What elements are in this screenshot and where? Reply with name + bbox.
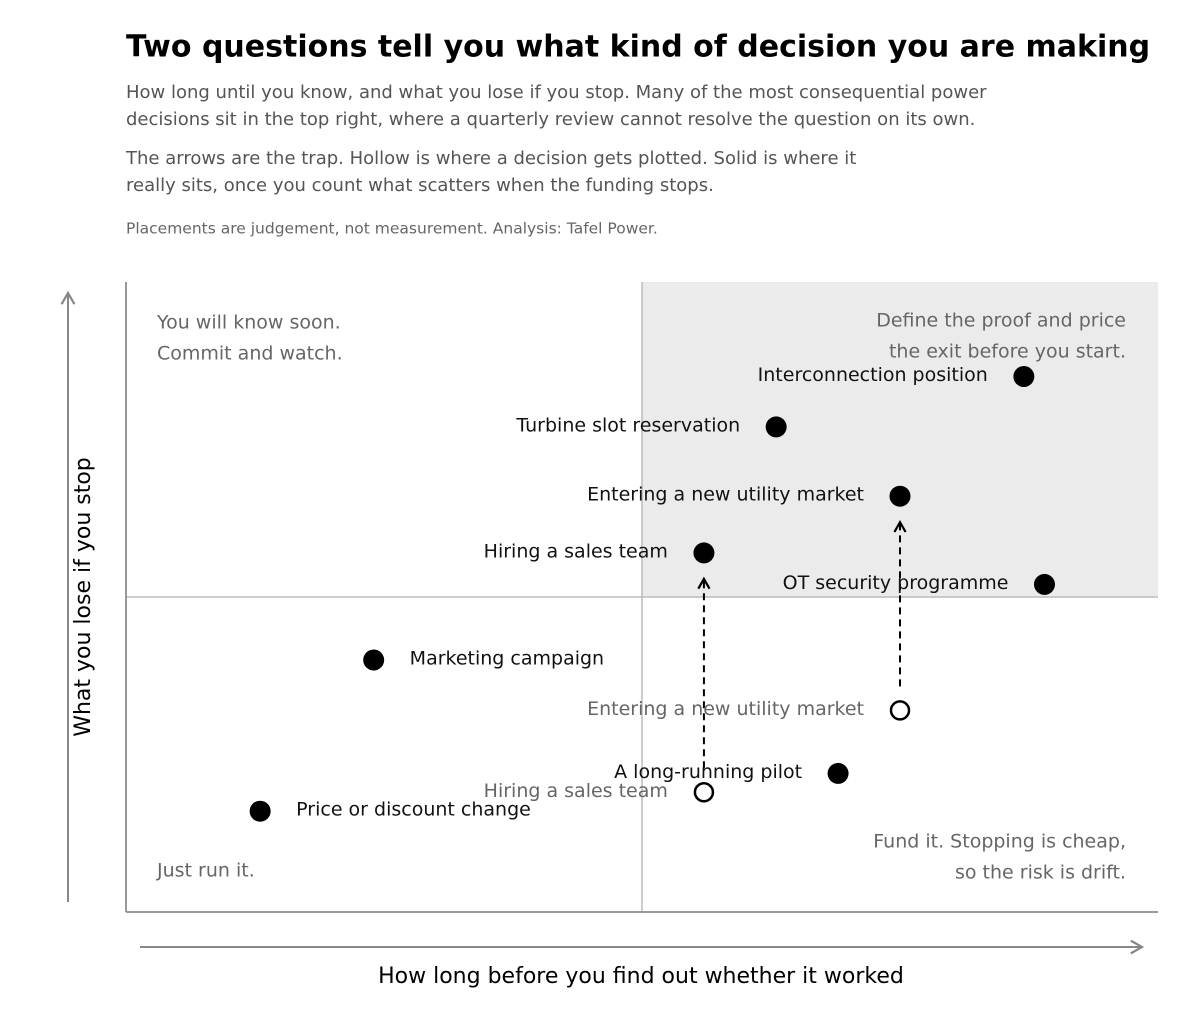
subtitle: decisions sit in the top right, where a … bbox=[126, 109, 975, 130]
point-label: Interconnection position bbox=[758, 364, 988, 386]
subtitle: really sits, once you count what scatter… bbox=[126, 175, 714, 196]
point bbox=[827, 762, 849, 784]
quadrant-label: Fund it. Stopping is cheap, bbox=[873, 831, 1126, 853]
point bbox=[889, 700, 911, 721]
point bbox=[889, 485, 911, 507]
quadrant-label: Commit and watch. bbox=[157, 343, 343, 365]
point-label: Hiring a sales team bbox=[484, 540, 668, 562]
point-label: OT security programme bbox=[783, 572, 1009, 594]
point-label: Entering a new utility market bbox=[587, 484, 864, 506]
point bbox=[1013, 366, 1035, 387]
chart-title: Two questions tell you what kind of deci… bbox=[126, 30, 1150, 65]
quadrant-label: Just run it. bbox=[156, 860, 255, 882]
point-label: Marketing campaign bbox=[410, 648, 604, 670]
point bbox=[1033, 573, 1055, 595]
plot-area: You will know soon. Commit and watch. Defi… bbox=[125, 282, 1158, 913]
point-label: Turbine slot reservation bbox=[515, 414, 740, 436]
point-label: Price or discount change bbox=[296, 799, 531, 821]
point-label: Entering a new utility market bbox=[587, 698, 864, 720]
quadrant-label: the exit before you start. bbox=[889, 341, 1126, 363]
point bbox=[765, 416, 787, 438]
x-axis-title: How long before you find out whether it … bbox=[378, 964, 904, 989]
point bbox=[693, 782, 715, 803]
y-axis-title: What you lose if you stop bbox=[71, 457, 96, 737]
subtitle: How long until you know, and what you lo… bbox=[126, 82, 987, 103]
highlight-quadrant bbox=[642, 282, 1158, 597]
quadrant-label: You will know soon. bbox=[156, 312, 341, 334]
note: Placements are judgement, not measuremen… bbox=[126, 220, 658, 238]
point bbox=[363, 649, 385, 671]
quadrant-label: so the risk is drift. bbox=[955, 862, 1126, 884]
subtitle: The arrows are the trap. Hollow is where… bbox=[125, 148, 856, 169]
quadrant-label: Define the proof and price bbox=[876, 310, 1126, 332]
point-label: Hiring a sales team bbox=[484, 780, 668, 802]
point-label: A long-running pilot bbox=[614, 761, 802, 783]
point bbox=[693, 542, 715, 564]
point bbox=[249, 800, 271, 822]
